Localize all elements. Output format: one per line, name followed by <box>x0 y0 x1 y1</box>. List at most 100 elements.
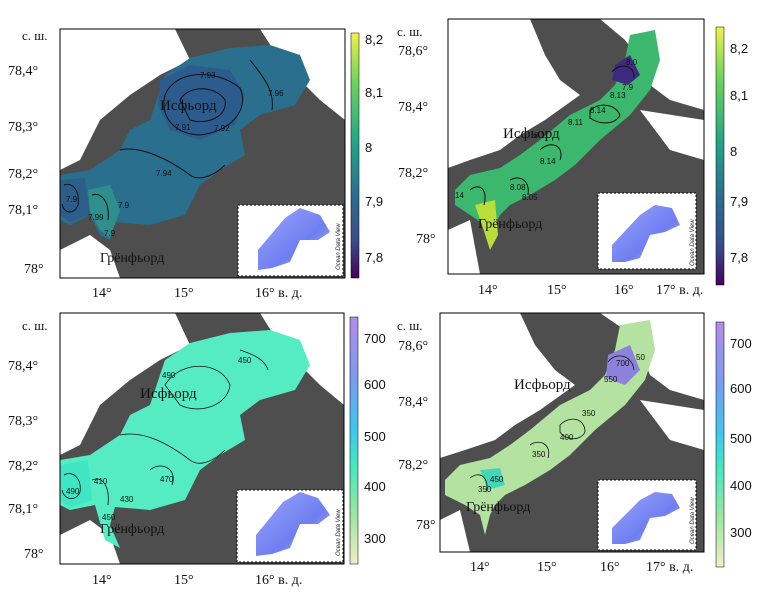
panel-b: Исфьорд Грёнфьорд b 8.14 8.11 8.11 8.14 … <box>397 18 748 298</box>
panel-d-water-sw <box>440 510 470 552</box>
panel-a-lon-tick: 15° <box>174 286 194 301</box>
panel-a-field-core <box>158 65 245 140</box>
panel-d-colorbar-tick: 400 <box>730 478 752 493</box>
panel-a-inset-field <box>258 208 330 270</box>
panel-c-letter: c <box>64 318 74 343</box>
panel-a-field-gren <box>88 185 120 238</box>
panel-b-field-low <box>612 55 640 85</box>
panel-a-lat-tick: 78,1° <box>8 203 38 218</box>
panel-d-lat-tick: 78,6° <box>398 339 428 354</box>
panel-d-frame <box>439 312 705 553</box>
panel-d-lat-tick: 78,4° <box>398 395 428 410</box>
panel-d-contour-label: 450 <box>490 475 504 484</box>
panel-b-field-gren <box>475 200 498 250</box>
panel-c-lat-tick: 78,1° <box>8 502 38 517</box>
panel-a-colorbar-tick: 8,2 <box>365 32 383 47</box>
panel-d-contour-label: 350 <box>582 409 596 418</box>
panel-a-frame <box>59 28 346 279</box>
panel-c-inset-field <box>256 492 330 556</box>
panel-b-colorbar-tick: 7,8 <box>730 250 748 265</box>
panel-c-lat-tick: 78° <box>24 547 44 562</box>
panel-b-letter: b <box>458 27 469 52</box>
panel-c-contour-label: 450 <box>102 513 116 522</box>
panel-c-contour-label: 450 <box>238 356 252 365</box>
panel-b-colorbar-tick: 7,9 <box>730 194 748 209</box>
panel-c-contour-label: 490 <box>66 487 80 496</box>
panel-b-frame <box>447 18 705 275</box>
panel-d-field-spot <box>480 468 505 490</box>
panel-b-contour-label: 8.11 <box>568 118 584 127</box>
panel-d-colorbar-tick: 500 <box>730 431 752 446</box>
panel-d-letter: d <box>452 324 464 349</box>
panel-c-lon-tick: 16° в. д. <box>255 573 302 588</box>
panel-a-contour-label: 7.99 <box>88 213 104 222</box>
panel-c-water-sw <box>60 520 120 564</box>
panel-a-contour-label: 7.96 <box>268 89 284 98</box>
panel-c-colorbar-tick: 500 <box>364 429 386 444</box>
panel-c-colorbar <box>349 316 359 565</box>
panel-b-colorbar-tick: 8,1 <box>730 88 748 103</box>
panel-a-colorbar-tick: 8 <box>365 140 372 155</box>
panel-d-lon-tick: 17° в. д. <box>646 560 693 575</box>
panel-b-contour-label: 8.11 <box>534 131 550 140</box>
panel-b-contours <box>469 65 635 206</box>
panel-c-lon-tick: 14° <box>92 573 112 588</box>
panel-b-contour-label: 14 <box>455 191 464 200</box>
panel-c-lat-tick: 78,3° <box>8 414 38 429</box>
panel-a-contour-label: 7.9 <box>118 201 130 210</box>
panel-b-lat-tick: 78° <box>416 232 436 247</box>
panel-b-lat-unit: с. ш. <box>397 24 423 39</box>
panel-b-water-sw <box>448 220 480 274</box>
panel-b-colorbar-tick: 8,2 <box>730 41 748 56</box>
panel-a-odv: Ocean Data View <box>336 223 342 270</box>
panel-a-contours <box>61 59 273 221</box>
panel-c-colorbar-tick: 600 <box>364 377 386 392</box>
panel-c-colorbar-tick: 400 <box>364 479 386 494</box>
panel-d-lat-tick: 78° <box>416 518 436 533</box>
panel-a-lat-tick: 78° <box>24 262 44 277</box>
panel-d-water-nw <box>440 313 575 458</box>
panel-a-label-isfjord: Исфьорд <box>160 98 217 114</box>
panel-a-contour-label: 7.9 <box>66 195 78 204</box>
panel-b-contour-label: 8.14 <box>590 106 606 115</box>
panel-b-contour-label: 8.13 <box>610 91 626 100</box>
panel-d-contour-label: 50 <box>636 353 645 362</box>
panel-b-contour-label: 8.14 <box>540 157 556 166</box>
panel-b-lat-tick: 78,2° <box>398 166 428 181</box>
panel-d-lat-tick: 78,2° <box>398 458 428 473</box>
panel-c-colorbar-tick: 300 <box>364 531 386 546</box>
panel-c-contour-label: 490 <box>162 371 176 380</box>
panel-c-field-west <box>60 460 92 508</box>
panel-b-lat-tick: 78,6° <box>398 44 428 59</box>
panel-b-odv: Ocean Data View <box>690 219 696 266</box>
panel-c-label-grenfjord: Грёнфьорд <box>100 522 164 537</box>
panel-b-label-isfjord: Исфьорд <box>503 126 560 142</box>
panel-d-label-grenfjord: Грёнфьорд <box>466 500 530 515</box>
panel-b-water-e <box>640 110 704 160</box>
panel-d-contour-label: 550 <box>604 375 618 384</box>
panel-d: Исфьорд Грёнфьорд d 700 50 350 400 350 4… <box>397 312 752 575</box>
panel-c-contour-label: 410 <box>94 477 108 486</box>
panel-b-contour-label: 8.0 <box>626 58 638 67</box>
panel-a-colorbar-tick: 8,1 <box>365 85 383 100</box>
panel-b-contour-label: 7.9 <box>622 83 634 92</box>
panel-b-lon-tick: 16° <box>614 283 634 298</box>
panel-a-lon-tick: 16° в. д. <box>255 286 302 301</box>
panel-b-colorbar-tick: 8 <box>730 144 737 159</box>
panel-d-lon-tick: 16° <box>600 560 620 575</box>
panel-d-contour-label: 350 <box>532 450 546 459</box>
panel-c-contour-label: 470 <box>160 475 174 484</box>
panel-d-contour-label: 350 <box>478 485 492 494</box>
panel-b-lon-tick: 17° в. д. <box>656 283 703 298</box>
panel-a-lat-tick: 78,2° <box>8 167 38 182</box>
panel-c-lat-tick: 78,4° <box>8 359 38 374</box>
panel-a-lat-unit: с. ш. <box>22 28 48 43</box>
panel-a-contour-label: 7.9 <box>104 229 116 238</box>
panel-d-label-isfjord: Исфьорд <box>514 377 571 393</box>
panel-c: Исфьорд Грёнфьорд c 450 490 470 490 410 … <box>8 312 386 588</box>
panel-c-lat-unit: с. ш. <box>22 318 48 333</box>
panel-a-label-grenfjord: Грёнфьорд <box>100 251 164 266</box>
panel-a-contour-label: 7.92 <box>214 124 230 133</box>
panel-a-contour-label: 7.94 <box>156 169 172 178</box>
panel-d-water-e <box>640 400 704 450</box>
